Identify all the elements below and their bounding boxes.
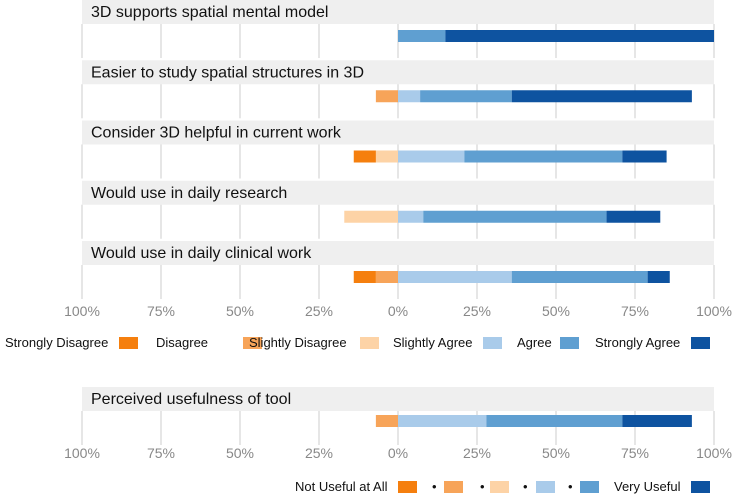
legend-swatch — [243, 337, 262, 349]
bar-segment — [398, 150, 465, 163]
tick-label: 50% — [542, 445, 570, 461]
legend-swatch — [536, 481, 555, 493]
tick-label: 25% — [305, 445, 333, 461]
legend-label: Disagree — [156, 335, 208, 350]
bar-segment — [398, 90, 421, 103]
bar-segment — [353, 150, 376, 163]
tick-label: 75% — [147, 445, 175, 461]
panel: Perceived usefulness of tool — [81, 387, 715, 445]
panel-title-strip — [82, 120, 714, 145]
bar-segment — [511, 90, 692, 103]
legend-label: Slightly Agree — [393, 335, 473, 350]
bar-segment — [511, 271, 648, 283]
tick-label: 25% — [305, 303, 333, 319]
legend-label: • — [568, 479, 573, 494]
bar-segment — [398, 30, 446, 42]
tick-label: 100% — [696, 445, 732, 461]
tick-label: 50% — [542, 303, 570, 319]
tick-label: 50% — [226, 445, 254, 461]
chart-0: 3D supports spatial mental model Easier t… — [5, 0, 732, 350]
legend-swatch — [691, 337, 710, 349]
panel: Easier to study spatial structures in 3D — [81, 60, 715, 119]
legend-label: • — [432, 479, 437, 494]
legend-swatch — [691, 481, 710, 493]
bar-segment — [423, 210, 607, 223]
panel-title-strip — [82, 241, 714, 265]
legend-swatch — [360, 337, 379, 349]
tick-label: 75% — [621, 303, 649, 319]
bar-segment — [420, 90, 512, 103]
bar-segment — [375, 415, 398, 427]
legend-label: • — [523, 479, 528, 494]
chart-1: Perceived usefulness of tool 100% 75% 50% 25… — [64, 387, 732, 494]
bar-segment — [375, 90, 398, 103]
legend-label: Slightly Disagree — [249, 335, 347, 350]
legend-label: Strongly Agree — [595, 335, 680, 350]
bar-segment — [398, 210, 424, 223]
legend-swatch — [483, 337, 502, 349]
legend-swatch — [490, 481, 509, 493]
panel: 3D supports spatial mental model — [81, 0, 715, 58]
bar-segment — [622, 150, 667, 163]
legend-label: Strongly Disagree — [5, 335, 108, 350]
legend-swatch — [119, 337, 138, 349]
panel-title-strip — [82, 60, 714, 85]
panel-title: Easier to study spatial structures in 3D — [91, 64, 364, 81]
panel-title: Would use in daily research — [91, 185, 287, 202]
bar-segment — [445, 30, 714, 42]
legend-label: Not Useful at All — [295, 479, 388, 494]
legend-label: • — [480, 479, 485, 494]
tick-label: 75% — [621, 445, 649, 461]
tick-label: 50% — [226, 303, 254, 319]
bar-segment — [375, 150, 398, 163]
bar-segment — [606, 210, 661, 223]
panel-title-strip — [82, 0, 714, 24]
panel-title-strip — [82, 387, 714, 411]
legend-swatch — [398, 481, 417, 493]
bar-segment — [398, 271, 512, 283]
legend-label: Agree — [517, 335, 552, 350]
panel-title: Perceived usefulness of tool — [91, 391, 291, 408]
bar-segment — [353, 271, 376, 283]
tick-label: 0% — [388, 303, 408, 319]
panel-title: Would use in daily clinical work — [91, 245, 312, 262]
panel: Would use in daily clinical work — [81, 241, 715, 299]
bar-segment — [622, 415, 692, 427]
panel-title: Consider 3D helpful in current work — [91, 125, 342, 142]
tick-label: 0% — [388, 445, 408, 461]
bar-segment — [375, 271, 398, 283]
bar-segment — [398, 415, 487, 427]
legend-swatch — [560, 337, 579, 349]
panel: Would use in daily research — [81, 180, 715, 239]
tick-label: 75% — [147, 303, 175, 319]
panel-title: 3D supports spatial mental model — [91, 4, 328, 21]
panel-title-strip — [82, 180, 714, 205]
tick-label: 100% — [696, 303, 732, 319]
tick-label: 25% — [463, 445, 491, 461]
bar-segment — [486, 415, 623, 427]
bar-segment — [344, 210, 398, 223]
tick-label: 100% — [64, 303, 100, 319]
bar-segment — [647, 271, 670, 283]
bar-segment — [464, 150, 623, 163]
legend-swatch — [444, 481, 463, 493]
tick-label: 25% — [463, 303, 491, 319]
legend-label: Very Useful — [614, 479, 681, 494]
tick-label: 100% — [64, 445, 100, 461]
panel: Consider 3D helpful in current work — [81, 120, 715, 179]
legend-swatch — [580, 481, 599, 493]
